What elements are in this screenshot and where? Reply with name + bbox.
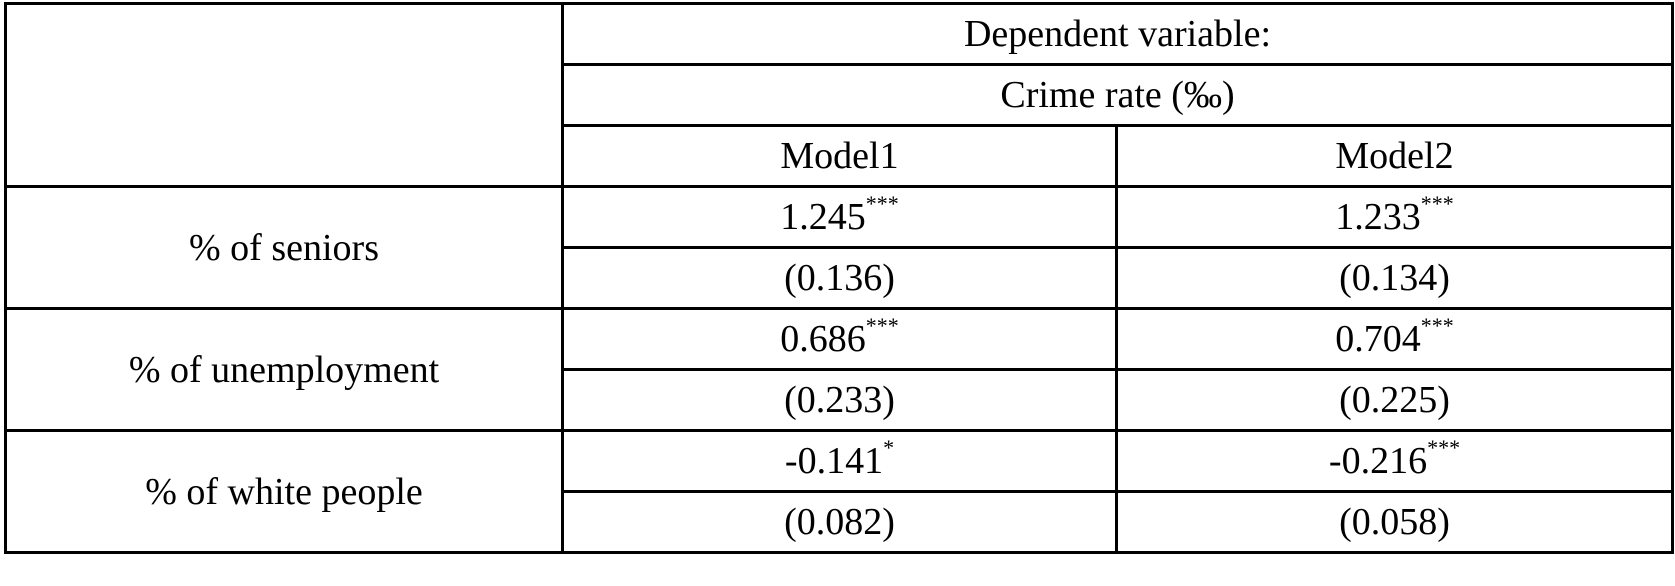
header-row-models: Model1 Model2 [6,124,1674,188]
header-row-outcome: Crime rate (‰) [6,63,1674,127]
coef-value: 0.686 [780,318,866,360]
significance-stars: *** [865,313,899,339]
table-row-coef: % of unemployment 0.686*** 0.704*** [4,307,1674,432]
header-row-dependent: Dependent variable: [4,2,1674,188]
se-cell: (0.082) [561,490,1118,554]
table-row-se: (0.136) (0.134) [6,246,1674,310]
se-cell: (0.233) [561,368,1118,432]
coef-cell: 0.686*** [561,307,1118,371]
dependent-variable-label: Dependent variable: [561,2,1674,66]
table-row-coef: % of white people -0.141* -0.216*** [4,429,1674,554]
coef-cell: 0.704*** [1115,307,1674,371]
coef-cell: -0.141* [561,429,1118,493]
significance-stars: *** [1427,435,1461,461]
significance-stars: *** [1420,313,1454,339]
regression-table: Dependent variable: Crime rate (‰) Model… [4,2,1674,554]
se-cell: (0.058) [1115,490,1674,554]
table-row-se: (0.233) (0.225) [6,368,1674,432]
coef-value: 1.245 [780,196,866,238]
se-cell: (0.225) [1115,368,1674,432]
se-cell: (0.136) [561,246,1118,310]
row-label: % of seniors [4,185,564,310]
row-label: % of white people [4,429,564,554]
table-row-coef: % of seniors 1.245*** 1.233*** [4,185,1674,310]
model2-header: Model2 [1115,124,1674,188]
significance-stars: *** [1420,191,1454,217]
coef-cell: 1.233*** [1115,185,1674,249]
outcome-label: Crime rate (‰) [561,63,1674,127]
header-empty-cell [4,2,564,188]
significance-stars: * [883,435,895,461]
coef-value: 1.233 [1335,196,1421,238]
coef-cell: 1.245*** [561,185,1118,249]
model1-header: Model1 [561,124,1118,188]
significance-stars: *** [865,191,899,217]
coef-value: -0.216 [1328,440,1428,482]
se-cell: (0.134) [1115,246,1674,310]
row-label: % of unemployment [4,307,564,432]
table-row-se: (0.082) (0.058) [6,490,1674,554]
coef-value: -0.141 [784,440,884,482]
coef-cell: -0.216*** [1115,429,1674,493]
coef-value: 0.704 [1335,318,1421,360]
regression-table-container: Dependent variable: Crime rate (‰) Model… [4,2,1674,554]
